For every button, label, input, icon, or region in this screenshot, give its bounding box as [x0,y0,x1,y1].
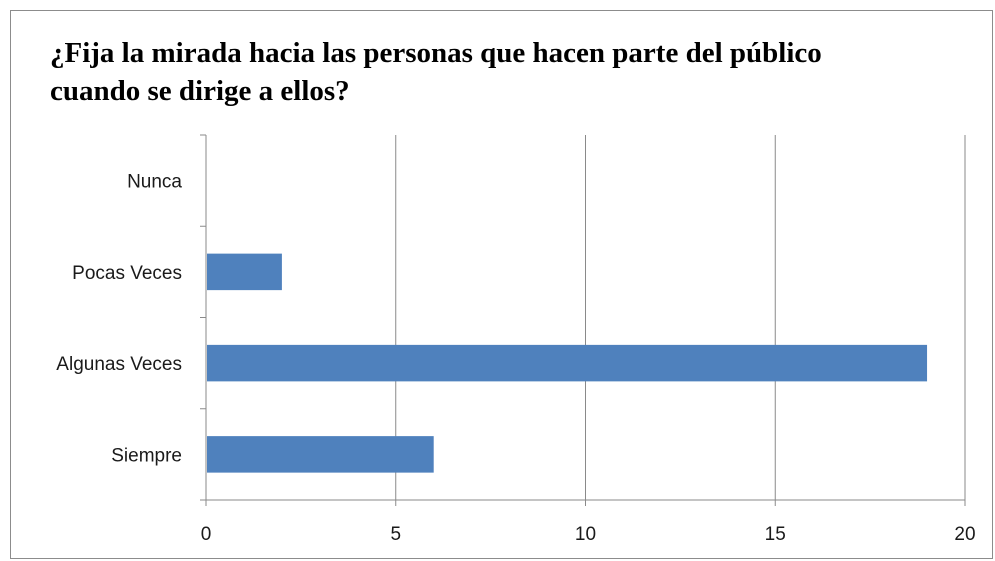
gridlines [395,135,966,500]
category-label: Pocas Veces [72,263,182,284]
bar [207,253,282,291]
chart-frame [10,10,993,559]
x-tick-label: 15 [765,524,786,545]
x-tick-label: 0 [201,524,212,545]
x-tick-label: 5 [390,524,401,545]
x-tick-label: 20 [954,524,975,545]
category-label: Algunas Veces [56,354,182,375]
category-label: Siempre [111,445,182,466]
x-tick-label: 10 [575,524,596,545]
category-label: Nunca [127,172,182,193]
chart-title: ¿Fija la mirada hacia las personas que h… [50,37,822,107]
bar [207,344,928,382]
labels: 0 5 10 15 20 Nunca Pocas Veces Algunas Veces Sie… [56,172,975,545]
bars [207,253,928,473]
axes [200,134,966,506]
bar [207,436,434,473]
